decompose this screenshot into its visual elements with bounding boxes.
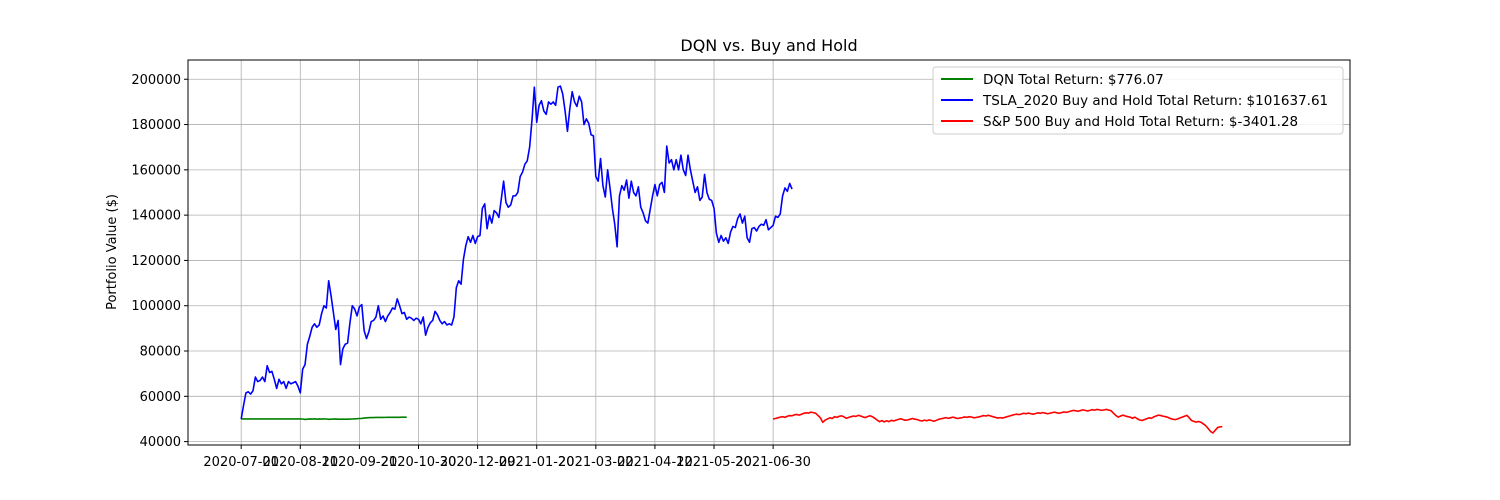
y-axis-label: Portfolio Value ($) <box>105 194 120 310</box>
series-line-sp500 <box>772 408 1223 434</box>
x-tick-label: 2021-04-12 <box>617 455 693 470</box>
x-tick-label: 2021-01-20 <box>499 455 575 470</box>
y-axis: 40000 60000 80000 100000 120000 140000 160000 1… <box>131 73 188 450</box>
x-tick-label: 2020-08-11 <box>263 455 339 470</box>
plot-frame <box>187 59 1351 446</box>
x-tick-label: 2020-09-21 <box>322 455 398 470</box>
y-tick-label: 160000 <box>131 163 181 178</box>
legend: DQN Total Return: $776.07 TSLA_2020 Buy … <box>932 66 1344 135</box>
chart-title: DQN vs. Buy and Hold <box>680 36 857 55</box>
x-tick-label: 2020-10-30 <box>381 455 457 470</box>
grid <box>188 60 1350 445</box>
y-tick-label: 40000 <box>140 435 181 450</box>
y-tick-label: 180000 <box>131 118 181 133</box>
y-tick-label: 60000 <box>140 390 181 405</box>
y-tick-label: 100000 <box>131 299 181 314</box>
y-tick-label: 140000 <box>131 209 181 224</box>
series-lines <box>240 85 1223 434</box>
x-tick-label: 2020-12-09 <box>440 455 516 470</box>
series-line-dqn <box>241 416 407 421</box>
x-tick-label: 2021-05-20 <box>676 455 752 470</box>
y-tick-label: 200000 <box>131 73 181 88</box>
x-axis: 2020-07-012020-08-112020-09-212020-10-30… <box>203 445 811 470</box>
x-tick-label: 2020-07-01 <box>203 455 279 470</box>
legend-box <box>932 66 1344 135</box>
legend-label-sp500: S&P 500 Buy and Hold Total Return: $-340… <box>983 114 1298 130</box>
y-tick-label: 80000 <box>140 345 181 360</box>
legend-label-tsla: TSLA_2020 Buy and Hold Total Return: $10… <box>982 93 1328 109</box>
y-tick-label: 120000 <box>131 254 181 269</box>
series-line-tsla <box>240 85 793 420</box>
x-tick-label: 2021-06-30 <box>735 455 811 470</box>
x-tick-label: 2021-03-02 <box>558 455 634 470</box>
legend-label-dqn: DQN Total Return: $776.07 <box>983 72 1164 88</box>
